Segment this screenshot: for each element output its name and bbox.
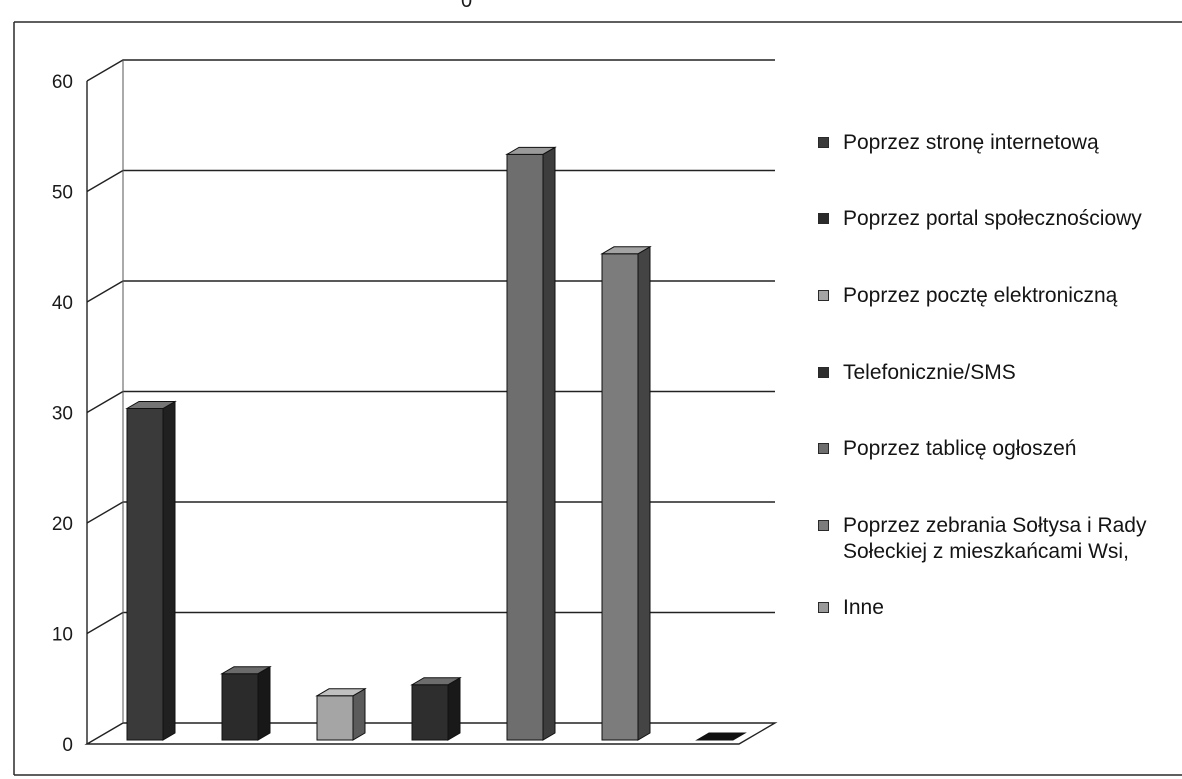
bar: [505, 146, 557, 741]
gridline: [86, 611, 775, 635]
bar-top: [505, 146, 557, 155]
chart-frame: [13, 21, 1182, 776]
bar-front: [316, 695, 354, 741]
bar: [695, 732, 747, 741]
legend-swatch-7: [818, 602, 829, 613]
y-tick-label: 40: [52, 293, 73, 314]
y-tick-label: 0: [62, 735, 73, 756]
bar-side: [257, 665, 271, 741]
bar-top: [315, 688, 367, 697]
bar-top: [695, 732, 747, 741]
bar-front: [411, 684, 449, 741]
bar: [125, 400, 177, 741]
y-tick-label: 50: [52, 183, 73, 204]
gridlines: [84, 59, 778, 745]
bar-side: [162, 400, 176, 741]
y-tick-label: 30: [52, 404, 73, 425]
bar: [315, 687, 367, 741]
legend-swatch-2: [818, 213, 829, 224]
legend-item-6: Poprzez zebrania Sołtysa i Rady Sołeckie…: [818, 513, 1182, 565]
bar-side: [637, 245, 651, 741]
gridline: [86, 280, 775, 303]
legend-label-6: Poprzez zebrania Sołtysa i Rady Sołeckie…: [843, 514, 1147, 563]
legend-swatch-3: [818, 290, 829, 301]
legend-item-1: Poprzez stronę internetową: [818, 130, 1182, 156]
legend-item-3: Poprzez pocztę elektroniczną: [818, 283, 1182, 309]
bars: [125, 146, 747, 741]
bar-top: [125, 401, 177, 409]
bar-top: [410, 677, 462, 686]
chart-floor: [84, 722, 778, 745]
legend-label-5: Poprzez tablicę ogłoszeń: [843, 437, 1077, 460]
y-tick-label: 10: [52, 625, 73, 646]
bar-front: [126, 408, 164, 741]
legend-label-2: Poprzez portal społecznościowy: [843, 207, 1142, 230]
legend-label-1: Poprzez stronę internetową: [843, 131, 1099, 154]
bar-side: [352, 687, 366, 741]
legend-swatch-4: [818, 367, 829, 378]
legend-item-4: Telefonicznie/SMS: [818, 360, 1182, 386]
bar-top: [220, 666, 272, 675]
top-label: 0: [461, 0, 473, 12]
bar-side: [447, 676, 461, 741]
legend-swatch-6: [818, 520, 829, 531]
legend-label-7: Inne: [843, 596, 884, 619]
bar: [600, 245, 652, 741]
gridline: [86, 390, 775, 414]
y-tick-label: 20: [52, 514, 73, 535]
gridline: [86, 59, 775, 82]
bar-front: [506, 153, 544, 741]
bar-top: [600, 246, 652, 255]
bar-front: [601, 253, 639, 741]
y-tick-label: 60: [52, 72, 73, 93]
y-axis-ticks: 0 10 20 30 40 50 60: [52, 72, 73, 756]
bar: [220, 665, 272, 741]
bar-side: [542, 146, 556, 741]
gridline: [86, 169, 775, 193]
bar: [410, 676, 462, 741]
legend-item-7: Inne: [818, 595, 1182, 621]
gridline: [86, 501, 775, 524]
legend-swatch-1: [818, 137, 829, 148]
legend-item-5: Poprzez tablicę ogłoszeń: [818, 436, 1182, 462]
bar-front: [221, 673, 259, 741]
legend-label-3: Poprzez pocztę elektroniczną: [843, 284, 1118, 307]
legend-label-4: Telefonicznie/SMS: [843, 361, 1016, 384]
legend-item-2: Poprzez portal społecznościowy: [818, 206, 1182, 232]
legend-swatch-5: [818, 443, 829, 454]
